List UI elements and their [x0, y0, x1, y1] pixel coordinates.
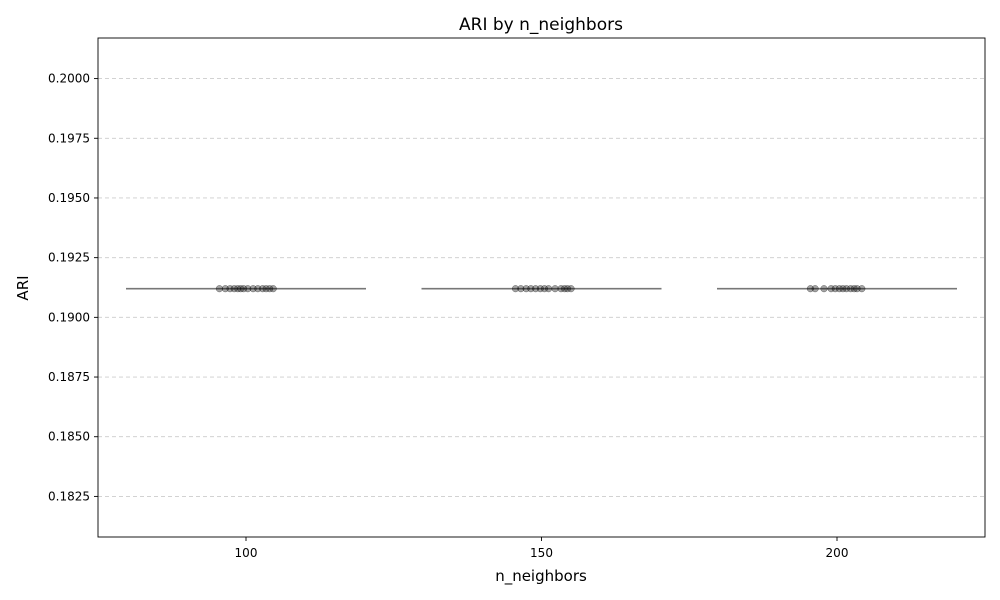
x-tick-label: 150: [530, 546, 553, 560]
data-point: [237, 285, 245, 293]
y-gridlines: [98, 78, 985, 497]
data-point: [517, 285, 525, 293]
data-point: [536, 285, 544, 293]
data-point: [831, 285, 839, 293]
x-tick-label: 200: [826, 546, 849, 560]
data-point: [842, 285, 851, 293]
x-axis-label: n_neighbors: [495, 567, 587, 586]
data-point: [269, 285, 277, 293]
data-point: [827, 285, 835, 293]
data-point: [215, 285, 223, 293]
y-tick-label: 0.1850: [48, 430, 90, 444]
data-point: [545, 285, 553, 293]
y-axis-ticks: 0.1825 0.1850 0.1875 0.1900 0.1925 0.1950 0.19…: [48, 72, 98, 503]
data-point: [511, 285, 520, 293]
data-point: [234, 285, 242, 293]
data-point: [811, 285, 819, 293]
y-tick-label: 0.1975: [48, 131, 90, 145]
data-points: [215, 285, 866, 293]
y-tick-label: 0.1950: [48, 191, 90, 205]
data-point: [240, 285, 248, 293]
data-point: [540, 285, 549, 293]
y-tick-label: 0.2000: [48, 72, 90, 86]
y-tick-label: 0.1825: [48, 489, 90, 503]
y-axis-label: ARI: [14, 275, 32, 300]
data-point: [551, 285, 559, 293]
chart-title: ARI by n_neighbors: [459, 15, 623, 35]
data-point: [244, 285, 252, 293]
x-tick-label: 100: [235, 546, 258, 560]
data-point: [850, 285, 858, 293]
y-tick-label: 0.1925: [48, 251, 90, 265]
y-tick-label: 0.1900: [48, 310, 90, 324]
data-point: [226, 285, 234, 293]
y-tick-label: 0.1875: [48, 370, 90, 384]
data-point: [820, 285, 828, 293]
data-point: [567, 285, 575, 293]
x-axis-ticks: 100 150 200: [235, 537, 849, 560]
data-point: [858, 285, 866, 293]
